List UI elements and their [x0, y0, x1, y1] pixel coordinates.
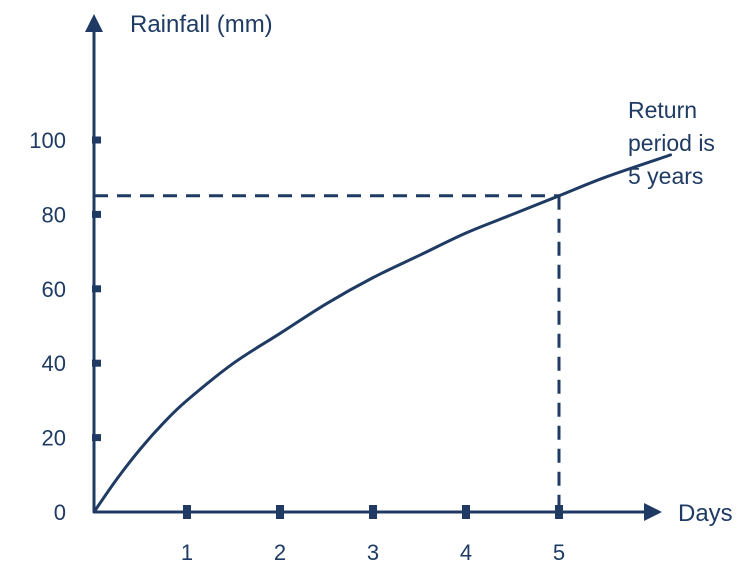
- x-tick: [555, 505, 563, 519]
- y-tick: [92, 136, 101, 144]
- x-axis-title: Days: [678, 500, 733, 527]
- y-tick-label: 60: [42, 277, 66, 302]
- y-tick-label: 100: [29, 128, 66, 153]
- x-tick-label: 5: [553, 540, 565, 564]
- x-tick-label: 1: [181, 540, 193, 564]
- annotation-line-2: period is: [628, 130, 715, 156]
- y-tick: [92, 210, 101, 218]
- x-tick: [462, 505, 470, 519]
- y-tick: [92, 359, 101, 367]
- x-tick: [183, 505, 191, 519]
- x-tick: [369, 505, 377, 519]
- plot-area: 0 20 40 60 80 100 1 2 3 4 5: [29, 14, 673, 564]
- x-tick-label: 2: [274, 540, 286, 564]
- annotation-line-1: Return: [628, 97, 697, 123]
- y-tick-label: 40: [42, 351, 66, 376]
- x-axis-arrow: [644, 503, 662, 521]
- y-axis-arrow: [85, 14, 103, 32]
- y-tick-label: 80: [42, 202, 66, 227]
- annotation-line-3: 5 years: [628, 163, 703, 189]
- y-tick: [92, 434, 101, 442]
- y-tick-label: 20: [42, 426, 66, 451]
- y-tick-label: 0: [54, 500, 66, 525]
- x-tick: [276, 505, 284, 519]
- y-tick: [92, 285, 101, 293]
- rainfall-curve: [92, 153, 673, 514]
- y-axis-title: Rainfall (mm): [130, 11, 273, 38]
- x-tick-label: 3: [367, 540, 379, 564]
- x-tick-label: 4: [460, 540, 472, 564]
